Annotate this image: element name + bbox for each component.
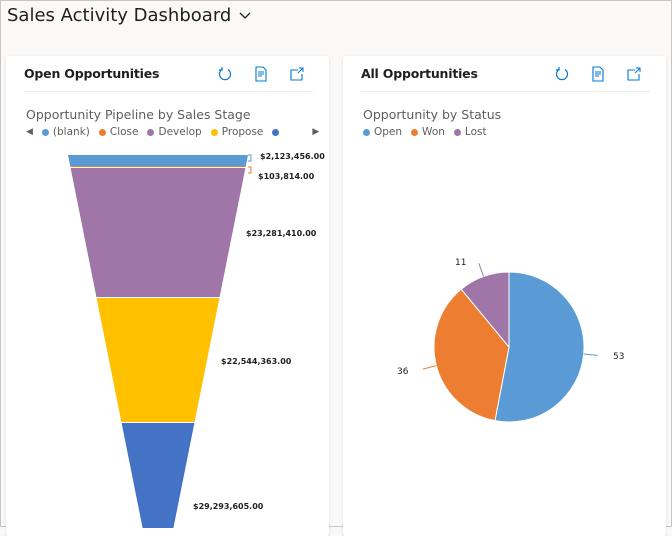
refresh-icon[interactable] xyxy=(217,66,233,82)
dashboard-title-text: Sales Activity Dashboard xyxy=(7,5,232,26)
legend-label: Lost xyxy=(464,126,487,138)
card-title: Open Opportunities xyxy=(24,66,160,81)
card-title: All Opportunities xyxy=(361,66,478,81)
legend-dot xyxy=(272,128,280,136)
chart-title: Opportunity Pipeline by Sales Stage xyxy=(26,107,251,122)
legend-label: Develop xyxy=(158,126,202,138)
legend-item[interactable]: (blank) xyxy=(41,126,90,138)
legend-dot xyxy=(453,128,461,136)
legend-dot xyxy=(411,128,419,136)
expand-icon[interactable] xyxy=(289,66,305,82)
legend-label: Open xyxy=(374,126,403,138)
dashboard-title[interactable]: Sales Activity Dashboard xyxy=(7,5,251,26)
view-records-icon[interactable] xyxy=(253,65,269,82)
legend-item[interactable]: Propose xyxy=(210,126,264,138)
legend-label: Close xyxy=(109,126,139,138)
chevron-down-icon xyxy=(239,12,251,19)
legend-item[interactable]: Lost xyxy=(453,126,487,138)
refresh-icon[interactable] xyxy=(554,66,570,82)
pie-legend: Open Won Lost xyxy=(363,126,487,138)
legend-label: Propose xyxy=(221,126,264,138)
legend-item[interactable]: Won xyxy=(411,126,445,138)
legend-dot xyxy=(363,128,370,136)
funnel-legend: ◀ (blank) Close Develop Propose ▶ xyxy=(26,126,319,138)
chart-title: Opportunity by Status xyxy=(363,107,502,122)
legend-label: Won xyxy=(422,126,445,138)
legend-label: (blank) xyxy=(52,126,90,138)
legend-dot xyxy=(41,128,49,136)
legend-dot xyxy=(147,128,155,136)
legend-dot xyxy=(98,128,106,136)
legend-item[interactable]: Close xyxy=(98,126,139,138)
view-records-icon[interactable] xyxy=(590,65,606,82)
legend-prev-arrow[interactable]: ◀ xyxy=(26,127,33,137)
legend-next-arrow[interactable]: ▶ xyxy=(312,127,320,137)
open-opportunities-card: Open Opportunities Opportunity Pipeline … xyxy=(6,56,329,536)
all-opportunities-card: All Opportunities Opportunity by Status … xyxy=(343,56,666,536)
legend-item[interactable]: Develop xyxy=(147,126,202,138)
legend-item[interactable] xyxy=(272,126,283,138)
legend-dot xyxy=(210,128,218,136)
expand-icon[interactable] xyxy=(626,66,642,82)
legend-item[interactable]: Open xyxy=(363,126,402,138)
